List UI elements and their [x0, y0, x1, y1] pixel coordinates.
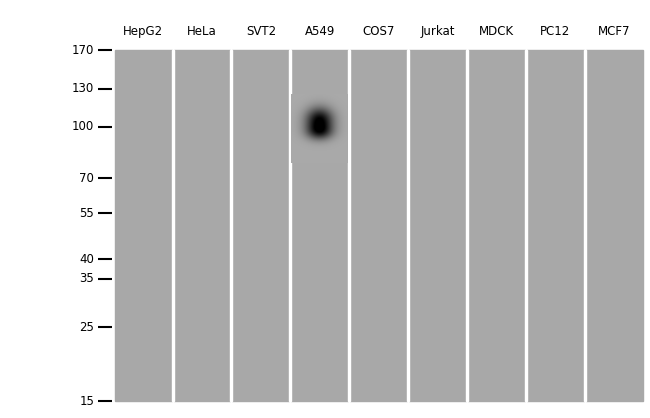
- Text: Jurkat: Jurkat: [421, 25, 455, 38]
- Text: HeLa: HeLa: [187, 25, 217, 38]
- Bar: [525, 50, 527, 401]
- Text: PC12: PC12: [540, 25, 570, 38]
- Bar: [172, 50, 174, 401]
- Bar: [348, 50, 350, 401]
- Text: 130: 130: [72, 82, 94, 95]
- Text: MDCK: MDCK: [479, 25, 514, 38]
- Bar: [174, 50, 231, 401]
- Bar: [584, 50, 586, 401]
- Bar: [350, 50, 407, 401]
- Bar: [233, 50, 289, 401]
- Text: 170: 170: [72, 43, 94, 57]
- Bar: [409, 50, 466, 401]
- Text: A549: A549: [305, 25, 335, 38]
- Bar: [231, 50, 233, 401]
- Text: 40: 40: [79, 253, 94, 266]
- Text: HepG2: HepG2: [123, 25, 163, 38]
- Bar: [468, 50, 525, 401]
- Bar: [466, 50, 468, 401]
- Text: 100: 100: [72, 120, 94, 133]
- Text: MCF7: MCF7: [598, 25, 630, 38]
- Bar: [407, 50, 409, 401]
- Text: 15: 15: [79, 395, 94, 408]
- Bar: [291, 50, 348, 401]
- Text: 55: 55: [79, 207, 94, 220]
- Bar: [289, 50, 291, 401]
- Bar: [114, 50, 172, 401]
- Text: COS7: COS7: [363, 25, 395, 38]
- Bar: [526, 50, 584, 401]
- Text: 35: 35: [79, 272, 94, 285]
- Text: 70: 70: [79, 172, 94, 185]
- Text: 25: 25: [79, 321, 94, 334]
- Text: SVT2: SVT2: [246, 25, 276, 38]
- Bar: [586, 50, 642, 401]
